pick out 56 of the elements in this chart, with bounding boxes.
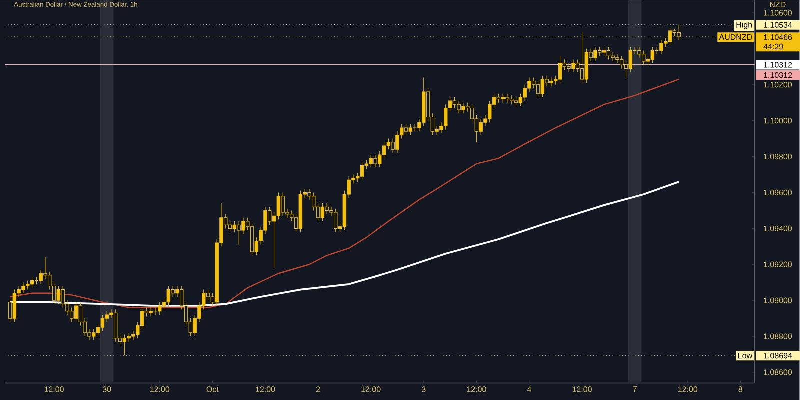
ref-line-label: 1.10312 xyxy=(764,72,792,78)
candlestick xyxy=(650,46,655,64)
ref-line-label: 1.08694 xyxy=(764,352,792,359)
annotation: AUDNZD xyxy=(719,34,752,40)
candlestick xyxy=(158,302,162,316)
candlestick xyxy=(408,124,413,136)
candlestick xyxy=(30,276,34,288)
ref-line-label: 1.10312 xyxy=(764,62,792,68)
y-axis-title: NZD xyxy=(770,2,786,8)
x-tick-label: 12:00 xyxy=(44,386,64,392)
candlestick xyxy=(628,46,633,72)
x-tick-label: 3 xyxy=(422,386,426,392)
candlestick xyxy=(540,76,545,98)
candlestick xyxy=(580,32,584,84)
x-tick-label: 12:00 xyxy=(150,386,170,392)
candlestick xyxy=(228,221,232,232)
candlestick xyxy=(232,221,237,232)
ref-line-label: 1.10534 xyxy=(764,22,792,28)
candlestick xyxy=(74,302,78,322)
candlestick xyxy=(536,80,540,98)
x-tick-label: 12:00 xyxy=(678,386,698,392)
y-tick-label: 1.09800 xyxy=(764,154,792,160)
x-tick-label: 4 xyxy=(527,386,532,392)
x-tick-label: 12:00 xyxy=(572,386,592,392)
y-tick-label: 1.09600 xyxy=(764,190,792,196)
candlestick xyxy=(558,56,562,84)
x-tick-label: 7 xyxy=(633,386,637,392)
candlestick xyxy=(320,203,325,222)
y-tick-label: 1.10000 xyxy=(764,118,792,124)
y-tick-label: 1.09400 xyxy=(764,226,792,232)
candlestick xyxy=(276,192,281,220)
candlestick xyxy=(404,124,408,136)
x-tick-label: 30 xyxy=(102,386,112,392)
candlestick xyxy=(56,286,61,304)
x-tick-label: 12:00 xyxy=(362,386,381,392)
x-tick-label: 2 xyxy=(316,386,320,392)
y-tick-label: 1.09000 xyxy=(764,298,792,304)
candlestick xyxy=(606,46,611,60)
candlestick xyxy=(360,162,364,180)
candlestick xyxy=(122,334,127,356)
candlestick xyxy=(100,314,105,332)
candlestick xyxy=(166,286,171,306)
candlestick xyxy=(452,97,457,108)
y-tick-label: 1.09200 xyxy=(764,262,792,268)
x-tick-label: Oct xyxy=(206,386,219,392)
text: 44:29 xyxy=(764,44,784,50)
x-tick-label: 8 xyxy=(738,386,743,392)
y-tick-label: 1.08800 xyxy=(764,334,792,340)
annotation: Low xyxy=(738,352,753,359)
ref-line-label: 1.10466 xyxy=(764,34,792,40)
y-tick-label: 1.10600 xyxy=(764,10,792,16)
y-tick-label: 1.10200 xyxy=(764,82,792,88)
annotation: High xyxy=(736,22,752,30)
x-tick-label: 12:00 xyxy=(256,386,276,392)
y-tick-label: 1.08600 xyxy=(764,370,792,376)
x-tick-label: 12:00 xyxy=(467,386,486,392)
